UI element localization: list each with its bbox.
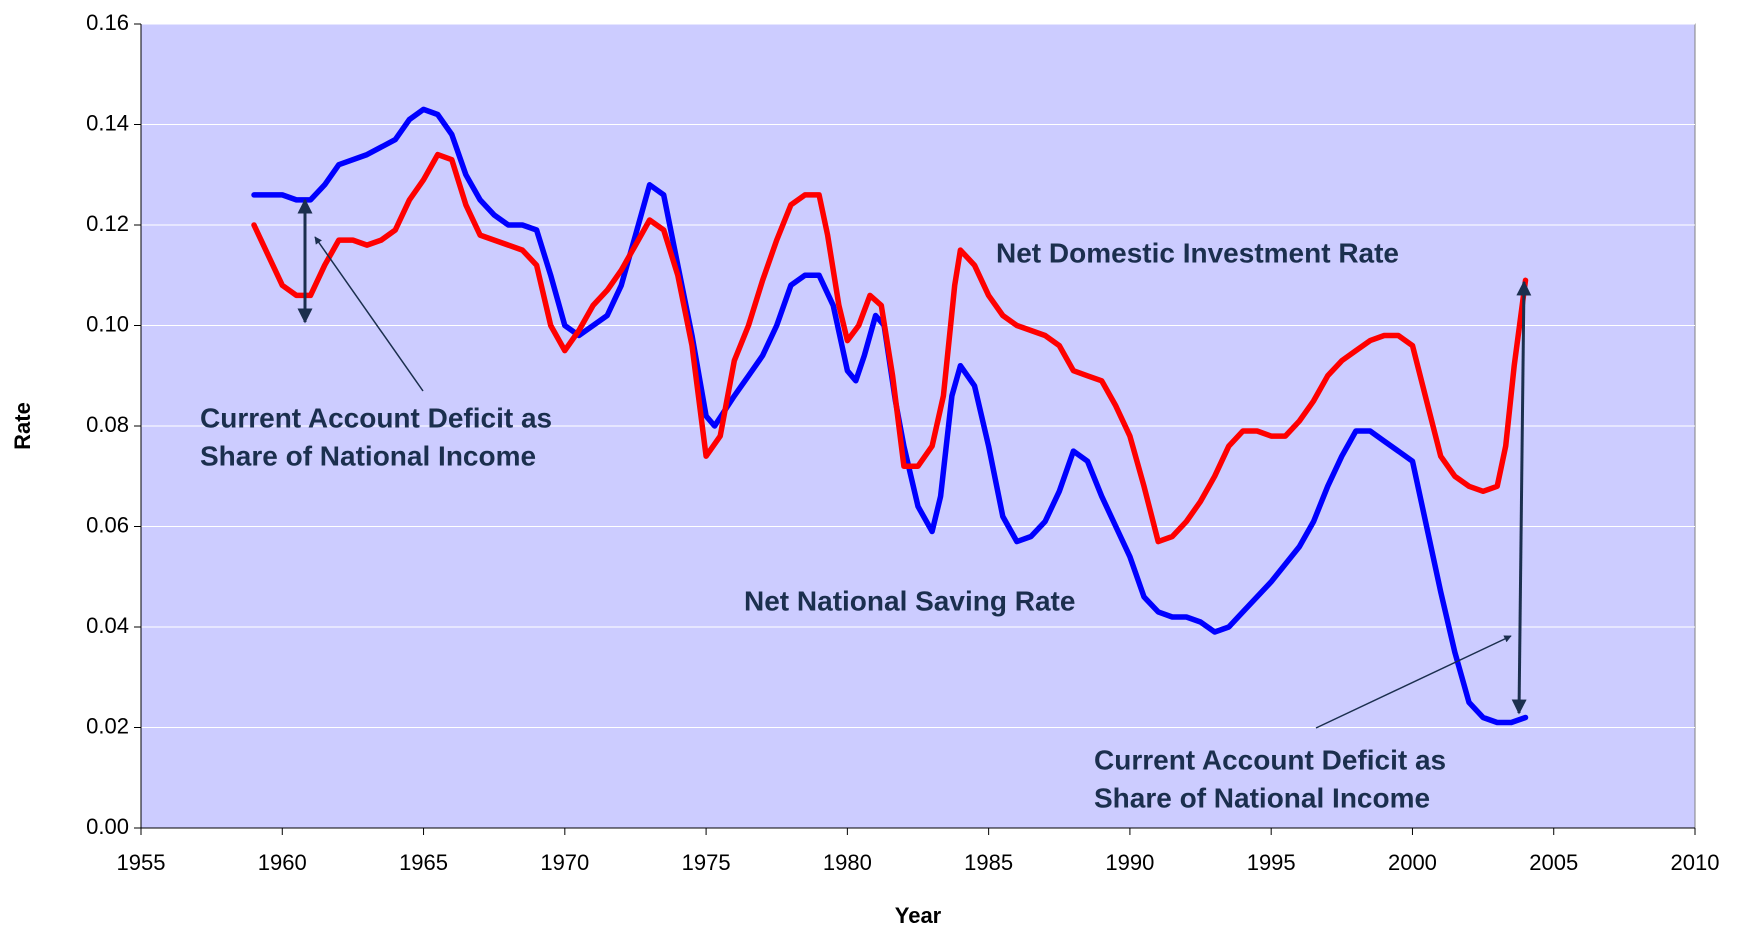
x-tick-label: 1985 <box>964 850 1013 875</box>
y-tick-label: 0.10 <box>86 311 129 336</box>
annotation: Net National Saving Rate <box>744 585 1075 616</box>
x-tick-label: 1990 <box>1105 850 1154 875</box>
y-tick-label: 0.08 <box>86 412 129 437</box>
x-tick-label: 1975 <box>682 850 731 875</box>
annotation: Net Domestic Investment Rate <box>996 237 1399 268</box>
axes: 0.00 0.02 0.04 0.06 0.08 0.10 0.12 0.14 0.16 1955… <box>86 10 1719 875</box>
y-tick-label: 0.16 <box>86 10 129 35</box>
x-tick-label: 2000 <box>1388 850 1437 875</box>
series-lines <box>251 106 1529 726</box>
grid <box>141 23 1695 728</box>
pointer-arrow <box>314 236 424 392</box>
y-tick-label: 0.00 <box>86 814 129 839</box>
y-tick-label: 0.02 <box>86 713 129 738</box>
annotation: Current Account Deficit as <box>1094 744 1446 775</box>
x-tick-label: 1995 <box>1247 850 1296 875</box>
y-tick-label: 0.06 <box>86 512 129 537</box>
x-tick-label: 1955 <box>117 850 166 875</box>
x-tick-label: 1960 <box>258 850 307 875</box>
x-tick-label: 2005 <box>1529 850 1578 875</box>
x-tick-label: 1970 <box>540 850 589 875</box>
x-tick-label: 2010 <box>1671 850 1720 875</box>
annotation-arrows <box>297 198 1532 729</box>
x-axis-title: Year <box>895 903 942 928</box>
x-tick-label: 1965 <box>399 850 448 875</box>
pointer-arrow <box>1315 635 1512 729</box>
annotation: Share of National Income <box>200 440 536 471</box>
annotation: Current Account Deficit as <box>200 402 552 433</box>
y-tick-label: 0.14 <box>86 110 129 135</box>
x-tick-label: 1980 <box>823 850 872 875</box>
double-arrow <box>1511 280 1532 715</box>
y-tick-label: 0.12 <box>86 211 129 236</box>
y-tick-label: 0.04 <box>86 613 129 638</box>
annotation: Share of National Income <box>1094 782 1430 813</box>
y-axis-title: Rate <box>10 402 35 450</box>
series-line <box>251 151 1529 545</box>
